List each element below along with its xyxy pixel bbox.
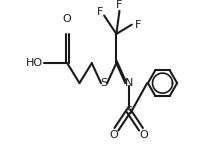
Text: O: O: [63, 14, 71, 24]
Text: F: F: [135, 20, 141, 30]
Text: S: S: [125, 106, 132, 116]
Text: S: S: [101, 78, 108, 88]
Text: O: O: [109, 130, 118, 140]
Text: HO: HO: [26, 58, 43, 68]
Text: F: F: [97, 7, 103, 17]
Text: F: F: [116, 0, 123, 10]
Text: O: O: [140, 130, 149, 140]
Text: N: N: [125, 78, 133, 88]
